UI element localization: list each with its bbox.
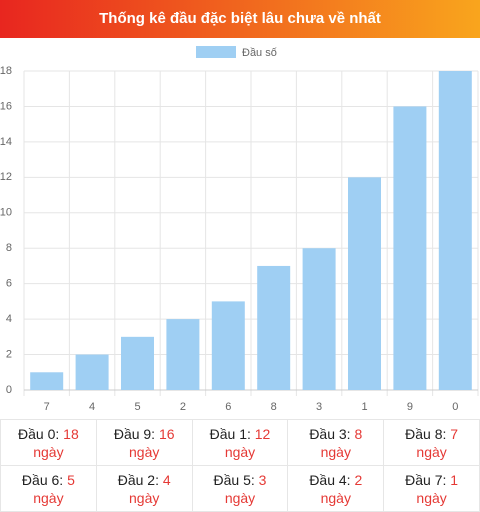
x-tick-label: 5 [134, 401, 140, 413]
cell-label: Đầu 6: [21, 471, 64, 488]
cell-label: Đầu 2: [117, 471, 159, 488]
x-tick-label: 1 [361, 401, 367, 413]
x-tick-label: 6 [225, 401, 231, 413]
chart: Đầu số 0 2 4 6 8 10 12 14 16 18 7 4 5 2 6 8 3 1 9 0 [0, 46, 479, 413]
y-tick-label: 4 [6, 313, 12, 325]
cell-days: 16 [158, 425, 175, 442]
summary-table: Đầu 0: 18 ngày Đầu 9: 16 ngày Đầu 1: 12 ngày Đ… [0, 419, 480, 512]
header-title: Thống kê đầu đặc biệt lâu chưa về nhất [0, 0, 480, 38]
cell-days: 1 [450, 471, 459, 488]
y-tick-label: 16 [0, 100, 12, 112]
y-tick-label: 10 [0, 207, 12, 219]
cell-unit: ngày [224, 443, 256, 460]
table-row: Đầu 6: 5 ngày Đầu 2: 4 ngày Đầu 5: 3 ngày Đầu … [0, 465, 480, 512]
bar [438, 71, 472, 390]
cell-label: Đầu 5: [213, 471, 255, 488]
cell-days: 3 [258, 471, 267, 488]
cell-days: 4 [162, 471, 171, 488]
table-cell: Đầu 9: 16 ngày [95, 419, 193, 466]
y-tick-label: 6 [6, 278, 12, 290]
cell-unit: ngày [224, 489, 256, 506]
cell-label: Đầu 7: [405, 471, 447, 488]
bar [348, 177, 381, 390]
table-cell: Đầu 2: 4 ngày [95, 465, 193, 512]
cell-unit: ngày [129, 443, 160, 460]
table-cell: Đầu 4: 2 ngày [287, 465, 385, 512]
y-tick-label: 0 [6, 384, 12, 396]
cell-days: 2 [354, 471, 363, 488]
bar [75, 354, 109, 390]
cell-label: Đầu 9: [113, 425, 156, 442]
table-cell: Đầu 1: 12 ngày [191, 419, 289, 466]
cell-days: 12 [254, 425, 271, 442]
cell-unit: ngày [320, 443, 351, 460]
legend-label: Đầu số [242, 47, 277, 59]
table-cell: Đầu 3: 8 ngày [287, 419, 385, 466]
cell-unit: ngày [416, 489, 447, 506]
table-cell: Đầu 6: 5 ngày [0, 465, 97, 512]
cell-days: 8 [354, 425, 363, 442]
cell-unit: ngày [33, 443, 64, 460]
x-tick-label: 3 [316, 401, 322, 413]
y-tick-label: 8 [6, 242, 12, 254]
cell-unit: ngày [320, 489, 351, 506]
y-tick-label: 18 [0, 65, 12, 77]
x-tick-label: 8 [271, 401, 277, 413]
bar [257, 265, 291, 390]
x-tick-label: 9 [407, 401, 413, 413]
bar [211, 301, 245, 390]
bar [166, 319, 200, 390]
cell-days: 5 [67, 471, 75, 488]
bar [121, 336, 154, 390]
table-cell: Đầu 8: 7 ngày [383, 419, 480, 466]
bar [302, 248, 336, 390]
bar [393, 106, 427, 390]
cell-label: Đầu 1: [209, 425, 251, 442]
cell-unit: ngày [33, 489, 64, 506]
cell-unit: ngày [129, 489, 160, 506]
y-tick-label: 12 [0, 171, 12, 183]
cell-days: 7 [450, 425, 459, 442]
legend-swatch [196, 46, 236, 58]
cell-label: Đầu 0: [18, 425, 60, 442]
cell-unit: ngày [416, 443, 447, 460]
table-cell: Đầu 7: 1 ngày [383, 465, 480, 512]
cell-label: Đầu 3: [309, 425, 351, 442]
cell-days: 18 [63, 425, 79, 442]
y-tick-label: 2 [6, 348, 12, 360]
x-tick-label: 2 [180, 401, 186, 413]
x-tick-label: 0 [452, 401, 458, 413]
cell-label: Đầu 8: [405, 425, 447, 442]
x-tick-label: 4 [89, 401, 95, 413]
y-tick-label: 14 [0, 136, 12, 148]
cell-label: Đầu 4: [309, 471, 351, 488]
table-row: Đầu 0: 18 ngày Đầu 9: 16 ngày Đầu 1: 12 ngày Đ… [0, 419, 480, 466]
table-cell: Đầu 5: 3 ngày [191, 465, 289, 512]
table-cell: Đầu 0: 18 ngày [0, 419, 97, 466]
bar [30, 372, 64, 390]
x-tick-label: 7 [44, 401, 50, 413]
